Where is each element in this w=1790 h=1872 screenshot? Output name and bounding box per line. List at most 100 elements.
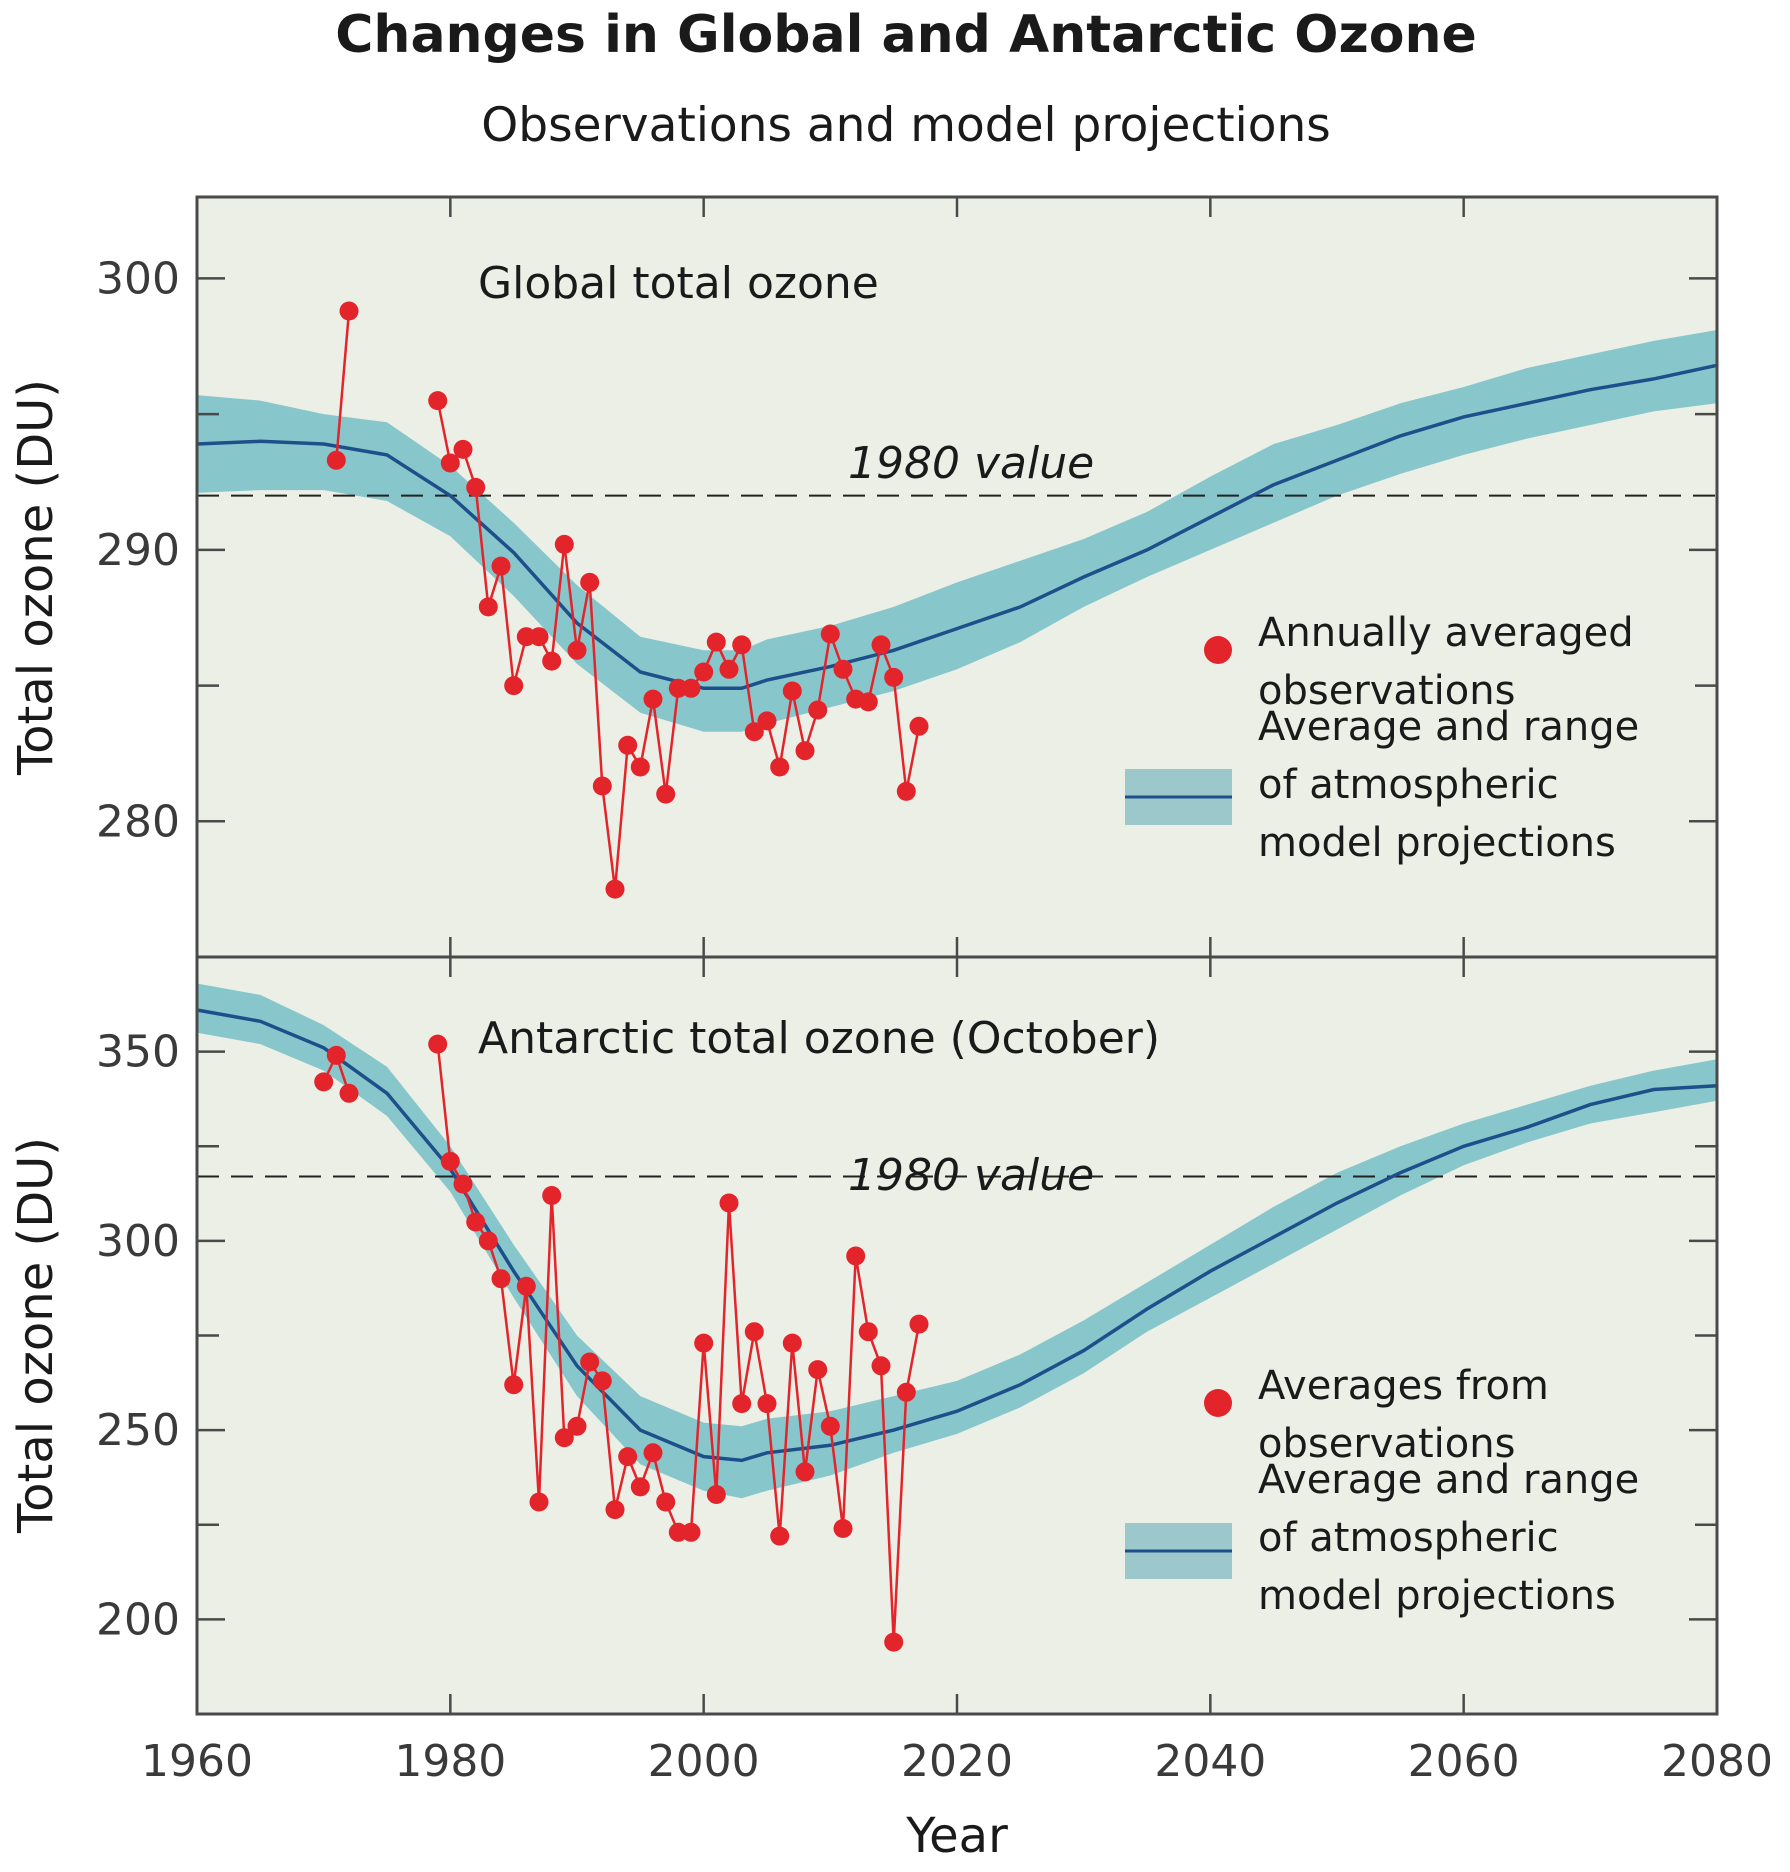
- global-observation-point: [770, 757, 790, 777]
- global-legend-model-label: model projections: [1258, 820, 1616, 866]
- global-observation-point: [719, 659, 739, 679]
- antarctic-observation-point: [580, 1352, 600, 1372]
- global-observation-point: [833, 659, 853, 679]
- antarctic-observation-point: [478, 1231, 498, 1251]
- antarctic-panel-frame: [195, 955, 1719, 1716]
- global-y-tick-label: 300: [96, 253, 180, 304]
- antarctic-observation-point: [516, 1276, 536, 1296]
- figure-subtitle: Observations and model projections: [481, 98, 1331, 153]
- antarctic-observation-point: [896, 1382, 916, 1402]
- antarctic-model-range-band: [197, 983, 1717, 1499]
- antarctic-observation-point: [466, 1212, 486, 1232]
- global-observation-point: [453, 439, 473, 459]
- antarctic-panel-title: Antarctic total ozone (October): [478, 1013, 1160, 1064]
- antarctic-observation-point: [504, 1375, 524, 1395]
- antarctic-observation-point: [428, 1034, 448, 1054]
- global-observation-point: [643, 689, 663, 709]
- antarctic-observation-point: [782, 1333, 802, 1353]
- x-tick-label: 2020: [901, 1736, 1013, 1787]
- antarctic-observation-point: [871, 1356, 891, 1376]
- global-observation-point: [478, 597, 498, 617]
- antarctic-observation-point: [453, 1174, 473, 1194]
- global-observation-point: [491, 556, 511, 576]
- global-plot-area: [197, 197, 1717, 957]
- antarctic-observation-point: [744, 1322, 764, 1342]
- global-observation-point: [529, 627, 549, 647]
- global-observation-point: [428, 391, 448, 411]
- antarctic-observation-point: [605, 1500, 625, 1520]
- global-observation-line-segment: [335, 310, 351, 461]
- antarctic-observation-point: [681, 1522, 701, 1542]
- antarctic-y-tick-label: 300: [96, 1216, 180, 1267]
- antarctic-observation-point: [770, 1526, 790, 1546]
- global-model-range-band: [197, 330, 1717, 732]
- x-tick-label: 2080: [1661, 1736, 1773, 1787]
- antarctic-ozone-panel: 200 250 300 350 Antarctic total ozone (Octo…: [8, 957, 1718, 1714]
- antarctic-legend-observations-label: Averages from: [1258, 1363, 1549, 1409]
- antarctic-y-axis-label: Total ozone (DU): [8, 1137, 64, 1534]
- global-legend-model-label: Average and range: [1258, 704, 1639, 750]
- global-observation-point: [757, 711, 777, 731]
- antarctic-observation-point: [643, 1443, 663, 1463]
- antarctic-y-tick-label: 200: [96, 1594, 180, 1645]
- global-observation-point: [681, 678, 701, 698]
- global-observation-point: [744, 722, 764, 742]
- antarctic-observation-point: [567, 1416, 587, 1436]
- global-observation-point: [858, 692, 878, 712]
- global-observation-point: [656, 784, 676, 804]
- antarctic-observation-point: [491, 1269, 511, 1289]
- global-legend-observations-label: observations: [1258, 668, 1515, 714]
- global-panel-title: Global total ozone: [478, 258, 879, 309]
- global-model-mean-line: [196, 363, 1718, 691]
- global-observation-point: [554, 534, 574, 554]
- antarctic-plot-area: [197, 957, 1717, 1714]
- x-tick-label: 2000: [648, 1736, 760, 1787]
- x-tick-label: 2040: [1154, 1736, 1266, 1787]
- global-observation-point: [592, 776, 612, 796]
- global-observation-point: [466, 477, 486, 497]
- x-axis-label: Year: [905, 1808, 1008, 1864]
- x-tick-labels: 1960 1980 2000 2020 2040 2060 2080: [141, 1736, 1773, 1787]
- global-observation-point: [440, 453, 460, 473]
- antarctic-observation-point: [858, 1322, 878, 1342]
- antarctic-observation-point: [339, 1083, 359, 1103]
- antarctic-observation-point: [554, 1428, 574, 1448]
- global-observation-point: [694, 662, 714, 682]
- antarctic-observation-point: [542, 1186, 562, 1205]
- antarctic-legend-observations-label: observations: [1258, 1421, 1515, 1467]
- global-observation-point: [618, 735, 638, 755]
- antarctic-observation-point: [326, 1045, 346, 1065]
- antarctic-observation-point: [314, 1072, 334, 1092]
- antarctic-observation-point: [820, 1416, 840, 1436]
- antarctic-observation-point: [795, 1462, 815, 1482]
- global-observation-point: [795, 741, 815, 761]
- global-observation-point: [542, 651, 562, 671]
- antarctic-legend-model-label: of atmospheric: [1258, 1515, 1559, 1561]
- global-legend-model-label: of atmospheric: [1258, 762, 1559, 808]
- antarctic-observation-point: [909, 1314, 929, 1334]
- global-observation-point: [504, 676, 524, 696]
- global-observation-point: [820, 624, 840, 644]
- global-observation-point: [326, 450, 346, 470]
- antarctic-observation-point: [808, 1360, 828, 1380]
- antarctic-legend-observation-marker: [1204, 1389, 1232, 1417]
- antarctic-observation-point: [656, 1492, 676, 1512]
- global-y-axis-label: Total ozone (DU): [8, 379, 64, 776]
- global-y-tick-label: 280: [96, 796, 180, 847]
- global-observation-point: [706, 632, 726, 652]
- x-tick-label: 1960: [141, 1736, 253, 1787]
- antarctic-observation-point: [592, 1371, 612, 1391]
- global-legend-observations-label: Annually averaged: [1258, 610, 1634, 656]
- global-y-tick-label: 290: [96, 525, 180, 576]
- antarctic-observation-point: [833, 1519, 853, 1538]
- antarctic-observation-point: [440, 1151, 460, 1171]
- global-observation-point: [884, 667, 904, 687]
- antarctic-observation-point: [884, 1632, 904, 1652]
- global-observation-point: [782, 681, 802, 701]
- antarctic-observation-point: [846, 1246, 866, 1266]
- antarctic-observation-point: [732, 1394, 752, 1414]
- antarctic-y-tick-label: 350: [96, 1027, 180, 1078]
